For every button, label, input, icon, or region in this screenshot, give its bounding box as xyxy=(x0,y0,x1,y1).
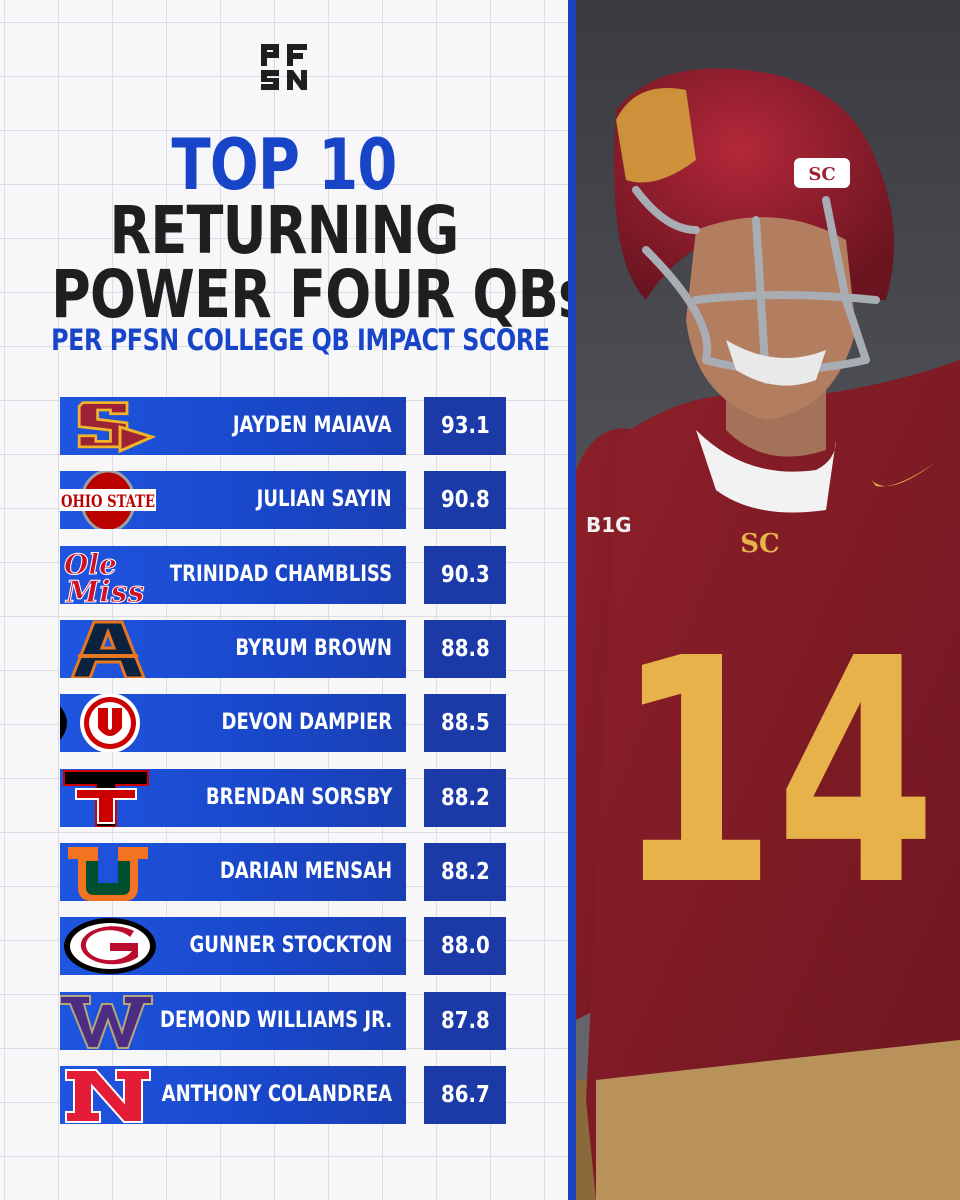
helmet-mark: SC xyxy=(808,164,835,185)
score-box: 86.7 xyxy=(424,1066,506,1124)
left-panel: TOP 10 RETURNING POWER FOUR QBs PER PFSN… xyxy=(0,0,568,1200)
list-item: BYRUM BROWN 88.8 xyxy=(60,620,506,678)
player-name: JULIAN SAYIN xyxy=(256,487,392,512)
player-name: JAYDEN MAIAVA xyxy=(233,413,392,438)
list-item: DEMOND WILLIAMS JR. 87.8 xyxy=(60,992,506,1050)
impact-score: 93.1 xyxy=(440,413,490,439)
utah-logo-icon xyxy=(60,694,156,752)
player-name-box: GUNNER STOCKTON xyxy=(60,917,406,975)
score-box: 93.1 xyxy=(424,397,506,455)
player-name-box: OHIO STATE JULIAN SAYIN xyxy=(60,471,406,529)
chest-mark: SC xyxy=(740,529,779,559)
list-item: JAYDEN MAIAVA 93.1 xyxy=(60,397,506,455)
list-item: ANTHONY COLANDREA 86.7 xyxy=(60,1066,506,1124)
list-item: GUNNER STOCKTON 88.0 xyxy=(60,917,506,975)
player-name-box: BRENDAN SORSBY xyxy=(60,769,406,827)
subtitle: PER PFSN COLLEGE QB IMPACT SCORE xyxy=(51,323,550,357)
georgia-logo-icon xyxy=(60,917,156,975)
ole-miss-logo-icon: Ole Miss xyxy=(60,546,156,605)
player-name-box: DARIAN MENSAH xyxy=(60,843,406,901)
impact-score: 88.2 xyxy=(440,785,490,811)
player-name: DEVON DAMPIER xyxy=(221,710,392,735)
list-item: Ole Miss TRINIDAD CHAMBLISS 90.3 xyxy=(60,546,506,604)
svg-text:Ole: Ole xyxy=(64,548,117,581)
headline: TOP 10 RETURNING POWER FOUR QBs xyxy=(0,130,568,328)
player-name-box: BYRUM BROWN xyxy=(60,620,406,678)
list-item: OHIO STATE JULIAN SAYIN 90.8 xyxy=(60,471,506,529)
list-item: DEVON DAMPIER 88.5 xyxy=(60,694,506,752)
player-name-box: DEVON DAMPIER xyxy=(60,694,406,752)
score-box: 88.5 xyxy=(424,694,506,752)
score-box: 87.8 xyxy=(424,992,506,1050)
impact-score: 87.8 xyxy=(440,1008,490,1034)
player-name: ANTHONY COLANDREA xyxy=(161,1082,392,1107)
impact-score: 88.2 xyxy=(440,859,490,885)
player-name: BRENDAN SORSBY xyxy=(205,785,392,810)
score-box: 88.2 xyxy=(424,843,506,901)
impact-score: 86.7 xyxy=(440,1082,490,1108)
conference-patch: B1G xyxy=(586,513,632,537)
score-box: 90.3 xyxy=(424,546,506,604)
player-name: DARIAN MENSAH xyxy=(219,859,392,884)
usc-logo-icon xyxy=(60,397,156,455)
pfsn-logo xyxy=(257,40,311,94)
svg-text:Miss: Miss xyxy=(65,575,144,604)
impact-score: 88.8 xyxy=(440,636,490,662)
player-name-box: Ole Miss TRINIDAD CHAMBLISS xyxy=(60,546,406,604)
miami-logo-icon xyxy=(60,843,156,901)
impact-score: 90.8 xyxy=(440,487,490,513)
impact-score: 88.0 xyxy=(440,933,490,959)
score-box: 88.2 xyxy=(424,769,506,827)
auburn-logo-icon xyxy=(60,620,156,678)
player-name: BYRUM BROWN xyxy=(235,636,392,661)
player-name-box: ANTHONY COLANDREA xyxy=(60,1066,406,1124)
headline-line-3: POWER FOUR QBs xyxy=(51,256,568,333)
jersey-number: 14 xyxy=(616,593,936,954)
player-name-box: JAYDEN MAIAVA xyxy=(60,397,406,455)
player-name: DEMOND WILLIAMS JR. xyxy=(159,1008,392,1033)
player-name-box: DEMOND WILLIAMS JR. xyxy=(60,992,406,1050)
panel-divider xyxy=(568,0,576,1200)
score-box: 88.0 xyxy=(424,917,506,975)
player-name: GUNNER STOCKTON xyxy=(189,933,392,958)
impact-score: 88.5 xyxy=(440,710,490,736)
washington-logo-icon xyxy=(60,992,156,1050)
player-photo: SC B1G SC 14 xyxy=(576,0,960,1200)
svg-text:OHIO STATE: OHIO STATE xyxy=(61,492,155,512)
nebraska-logo-icon xyxy=(60,1066,156,1124)
impact-score: 90.3 xyxy=(440,562,490,588)
ohio-state-logo-icon: OHIO STATE xyxy=(60,471,156,529)
list-item: BRENDAN SORSBY 88.2 xyxy=(60,769,506,827)
headline-line-2: RETURNING xyxy=(109,192,460,269)
texas-tech-logo-icon xyxy=(60,769,156,827)
headline-line-1: TOP 10 xyxy=(171,124,398,206)
score-box: 90.8 xyxy=(424,471,506,529)
score-box: 88.8 xyxy=(424,620,506,678)
list-item: DARIAN MENSAH 88.2 xyxy=(60,843,506,901)
player-name: TRINIDAD CHAMBLISS xyxy=(169,562,392,587)
